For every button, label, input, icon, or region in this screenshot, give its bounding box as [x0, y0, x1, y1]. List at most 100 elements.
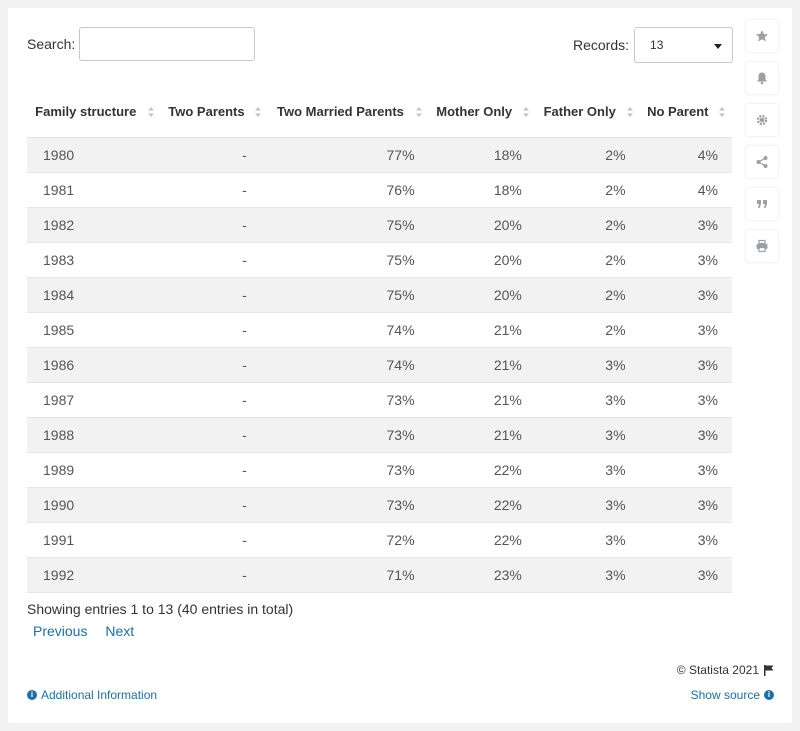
- column-header[interactable]: Two Married Parents: [268, 87, 429, 138]
- sort-icon: [719, 107, 725, 117]
- table-cell: 75%: [268, 207, 429, 243]
- entries-summary: Showing entries 1 to 13 (40 entries in t…: [27, 601, 294, 617]
- sort-icon: [147, 107, 154, 117]
- column-header-label: Mother Only: [436, 104, 513, 119]
- table-cell: -: [160, 522, 269, 558]
- table-cell: 3%: [535, 417, 640, 453]
- table-cell: 3%: [535, 557, 640, 593]
- table-cell: 23%: [428, 557, 536, 593]
- share-icon: [756, 156, 768, 168]
- table-cell: 1990: [27, 487, 161, 523]
- table-row: 1983-75% 20% 2% 3%: [27, 242, 732, 278]
- table-cell: 72%: [268, 522, 429, 558]
- table-body: 1980-77% 18% 2% 4% 1981-76% 18% 2% 4% 1982-75% 20…: [27, 137, 732, 593]
- settings-button[interactable]: [746, 104, 778, 136]
- sort-icon: [255, 107, 262, 117]
- bell-icon: [757, 72, 767, 85]
- column-header[interactable]: Family structure: [27, 87, 161, 138]
- flag-icon[interactable]: [764, 664, 774, 676]
- table-cell: 21%: [428, 347, 536, 383]
- table-cell: -: [160, 347, 269, 383]
- column-header-label: Father Only: [543, 104, 616, 119]
- table-cell: 2%: [535, 312, 640, 348]
- table-cell: 73%: [268, 452, 429, 488]
- table-cell: 21%: [428, 312, 536, 348]
- gear-icon: [756, 114, 768, 126]
- table-cell: -: [160, 207, 269, 243]
- table-cell: -: [160, 137, 269, 173]
- table-cell: 2%: [535, 137, 640, 173]
- table-cell: 3%: [639, 347, 732, 383]
- column-header[interactable]: No Parent: [639, 87, 732, 138]
- copyright: © Statista 2021: [677, 663, 774, 677]
- table-cell: -: [160, 557, 269, 593]
- table-card: Search: Records: 13 Family structure Two …: [8, 8, 792, 723]
- table-cell: 3%: [535, 382, 640, 418]
- caret-down-icon: [714, 44, 723, 49]
- table-cell: 3%: [639, 487, 732, 523]
- data-table: Family structure Two Parents Two Married P…: [27, 87, 732, 593]
- table-cell: 18%: [428, 172, 536, 208]
- table-cell: 2%: [535, 207, 640, 243]
- previous-button[interactable]: Previous: [33, 623, 88, 639]
- table-cell: 1991: [27, 522, 161, 558]
- table-cell: 20%: [428, 242, 536, 278]
- table-cell: 1987: [27, 382, 161, 418]
- table-cell: 21%: [428, 417, 536, 453]
- table-cell: 74%: [268, 312, 429, 348]
- table-cell: 1989: [27, 452, 161, 488]
- column-header-label: No Parent: [647, 104, 709, 119]
- table-cell: 20%: [428, 207, 536, 243]
- copyright-text: © Statista 2021: [676, 663, 759, 677]
- records-select[interactable]: 13: [634, 27, 734, 63]
- table-cell: 22%: [428, 487, 536, 523]
- header-row: Family structure Two Parents Two Married P…: [27, 87, 732, 138]
- table-cell: 1983: [27, 242, 161, 278]
- column-header[interactable]: Father Only: [535, 87, 640, 138]
- table-row: 1981-76% 18% 2% 4%: [27, 172, 732, 208]
- column-header-label: Two Married Parents: [277, 104, 404, 119]
- table-cell: 3%: [535, 347, 640, 383]
- column-header[interactable]: Two Parents: [160, 87, 269, 138]
- table-cell: 22%: [428, 452, 536, 488]
- share-button[interactable]: [746, 146, 778, 178]
- show-source-label: Show source: [690, 688, 760, 702]
- next-button[interactable]: Next: [105, 623, 135, 639]
- table-cell: 4%: [639, 137, 732, 173]
- favorite-button[interactable]: [746, 20, 778, 52]
- cite-button[interactable]: [746, 188, 778, 220]
- table-cell: 3%: [639, 522, 732, 558]
- table-cell: 1984: [27, 277, 161, 313]
- print-button[interactable]: [746, 230, 778, 262]
- table-cell: 1980: [27, 137, 161, 173]
- table-row: 1985-74% 21% 2% 3%: [27, 312, 732, 348]
- table-cell: 3%: [535, 487, 640, 523]
- table-cell: -: [160, 487, 269, 523]
- table-cell: 75%: [268, 277, 429, 313]
- table-cell: 77%: [268, 137, 429, 173]
- table-row: 1992-71% 23% 3% 3%: [27, 557, 732, 593]
- table-cell: 21%: [428, 382, 536, 418]
- column-header-label: Two Parents: [168, 104, 245, 119]
- sort-icon: [522, 107, 529, 117]
- notification-button[interactable]: [746, 62, 778, 94]
- search-area: Search:: [27, 27, 256, 61]
- quote-icon: [757, 200, 767, 208]
- column-header[interactable]: Mother Only: [428, 87, 536, 138]
- table-row: 1989-73% 22% 3% 3%: [27, 452, 732, 488]
- search-input[interactable]: [79, 27, 256, 61]
- table-cell: 1981: [27, 172, 161, 208]
- table-cell: 2%: [535, 277, 640, 313]
- info-icon: i: [764, 690, 774, 700]
- table-cell: 76%: [268, 172, 429, 208]
- table-cell: 3%: [639, 382, 732, 418]
- additional-info-link[interactable]: i Additional Information: [27, 688, 157, 702]
- table-row: 1982-75% 20% 2% 3%: [27, 207, 732, 243]
- table-cell: 3%: [535, 452, 640, 488]
- table-cell: 73%: [268, 417, 429, 453]
- show-source-link[interactable]: Show source i: [691, 688, 774, 702]
- star-icon: [756, 30, 768, 42]
- table-cell: 3%: [639, 242, 732, 278]
- table-cell: -: [160, 417, 269, 453]
- table-cell: 2%: [535, 172, 640, 208]
